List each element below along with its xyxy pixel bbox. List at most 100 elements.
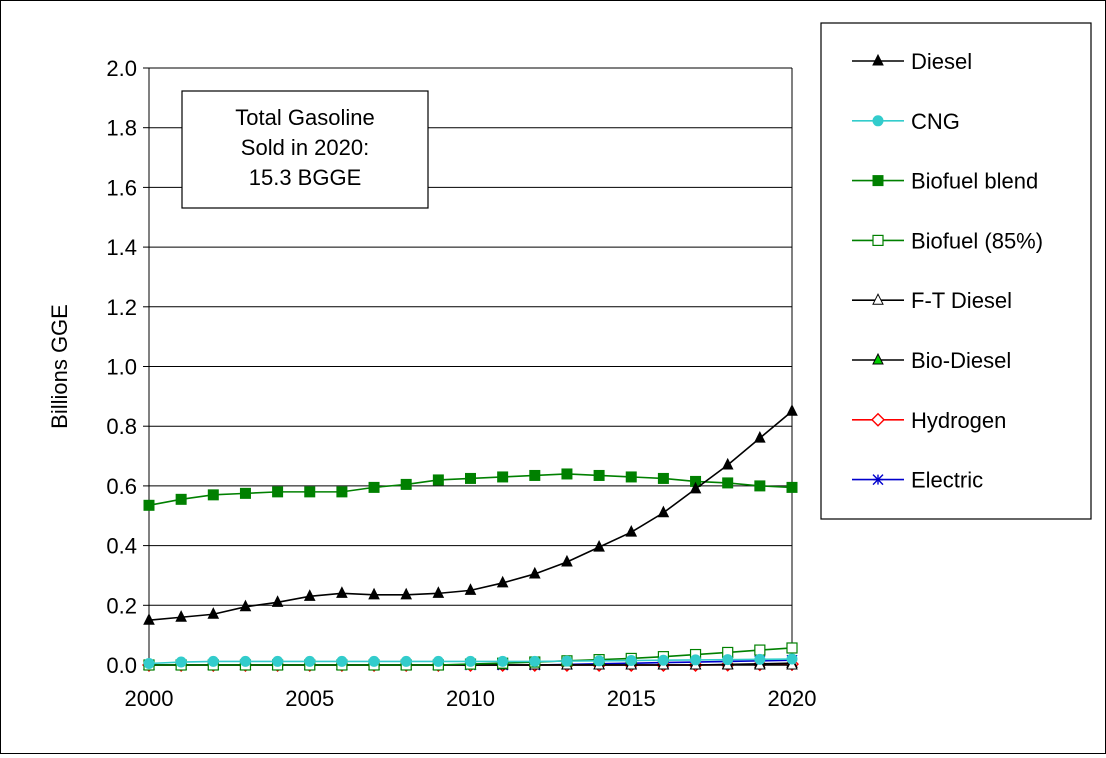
marker <box>754 431 766 443</box>
y-tick-label: 0.8 <box>106 414 137 439</box>
y-tick-label: 0.4 <box>106 534 137 559</box>
marker <box>336 486 348 498</box>
marker <box>872 474 884 486</box>
y-tick-label: 1.4 <box>106 235 137 260</box>
marker <box>336 655 348 667</box>
marker <box>175 656 187 668</box>
marker <box>625 655 637 667</box>
marker <box>528 566 541 579</box>
marker <box>872 175 884 187</box>
marker <box>239 655 251 667</box>
legend-label: Electric <box>911 468 983 493</box>
marker <box>625 471 637 483</box>
x-tick-label: 2000 <box>125 686 174 711</box>
marker <box>786 404 798 416</box>
marker <box>336 586 348 598</box>
marker <box>400 478 412 490</box>
y-tick-label: 0.6 <box>106 474 137 499</box>
legend-item: Biofuel (85%) <box>852 228 1043 253</box>
series-biofuel-blend <box>143 468 798 511</box>
legend-item: CNG <box>852 109 960 134</box>
marker <box>272 486 284 498</box>
marker <box>872 352 884 365</box>
marker <box>690 654 702 666</box>
marker <box>561 554 573 567</box>
series-cng <box>143 653 798 670</box>
marker <box>529 655 541 667</box>
marker-stroke <box>872 474 884 486</box>
marker <box>432 474 444 486</box>
y-axis-label: Billions GGE <box>47 304 72 429</box>
y-tick-label: 0.2 <box>106 593 137 618</box>
marker <box>872 293 884 305</box>
legend-box <box>820 22 1092 520</box>
legend-item: Hydrogen <box>852 408 1006 433</box>
marker <box>593 655 605 667</box>
marker <box>271 595 284 607</box>
marker <box>754 480 766 492</box>
marker <box>143 613 155 625</box>
marker <box>497 471 509 483</box>
marker <box>143 499 155 511</box>
marker <box>368 481 380 493</box>
series-diesel <box>143 404 798 625</box>
legend-label: Bio-Diesel <box>911 348 1011 373</box>
annotation-box <box>181 90 429 209</box>
marker <box>400 655 412 667</box>
marker <box>561 468 573 480</box>
legend-item: Electric <box>852 468 983 493</box>
marker <box>754 644 766 656</box>
marker <box>657 505 670 518</box>
marker <box>207 607 220 619</box>
legend-item: Biofuel blend <box>852 169 1038 194</box>
y-tick-label: 2.0 <box>106 56 137 81</box>
marker <box>465 655 476 667</box>
annotation-line: Total Gasoline <box>235 105 374 130</box>
marker <box>722 477 734 489</box>
legend-label: Biofuel blend <box>911 169 1038 194</box>
marker <box>464 583 477 595</box>
marker <box>872 53 884 66</box>
marker <box>561 655 573 667</box>
legend-label: Biofuel (85%) <box>911 228 1043 253</box>
x-tick-label: 2015 <box>607 686 656 711</box>
marker <box>432 655 444 667</box>
marker <box>239 599 252 612</box>
marker <box>593 469 605 481</box>
marker <box>625 525 638 537</box>
marker <box>593 539 605 552</box>
marker <box>432 586 445 598</box>
y-tick-label: 1.8 <box>106 116 137 141</box>
x-tick-label: 2020 <box>768 686 817 711</box>
marker <box>207 655 219 667</box>
legend-label: Hydrogen <box>911 408 1006 433</box>
marker <box>239 487 251 499</box>
y-tick-label: 1.2 <box>106 295 137 320</box>
legend-label: CNG <box>911 109 960 134</box>
marker <box>303 589 316 601</box>
legend-item: F-T Diesel <box>852 288 1012 313</box>
legend-label: Diesel <box>911 49 972 74</box>
legend-item: Bio-Diesel <box>852 348 1011 373</box>
marker <box>496 575 509 588</box>
marker <box>304 655 316 667</box>
marker <box>529 469 541 481</box>
marker <box>872 234 884 246</box>
marker <box>175 493 187 505</box>
marker <box>786 481 798 493</box>
marker <box>175 610 187 622</box>
marker <box>657 472 669 484</box>
marker <box>368 655 380 667</box>
legend-item: Diesel <box>852 49 972 74</box>
legend: Diesel CNG Biofuel blend Biofuel (85%) F-T D… <box>820 22 1092 520</box>
marker <box>871 412 885 427</box>
total-gasoline-note: Total Gasoline Sold in 2020: 15.3 BGGE <box>181 90 429 209</box>
marker <box>497 655 509 667</box>
annotation-line: Sold in 2020: <box>241 135 369 160</box>
tick-labels: 0.0 0.2 0.4 0.6 0.8 1.0 1.2 1.4 1.6 1.8 2.0 2000 200… <box>106 56 816 711</box>
marker <box>657 654 669 666</box>
marker <box>368 587 380 600</box>
y-tick-label: 1.0 <box>106 355 137 380</box>
marker <box>689 481 702 494</box>
